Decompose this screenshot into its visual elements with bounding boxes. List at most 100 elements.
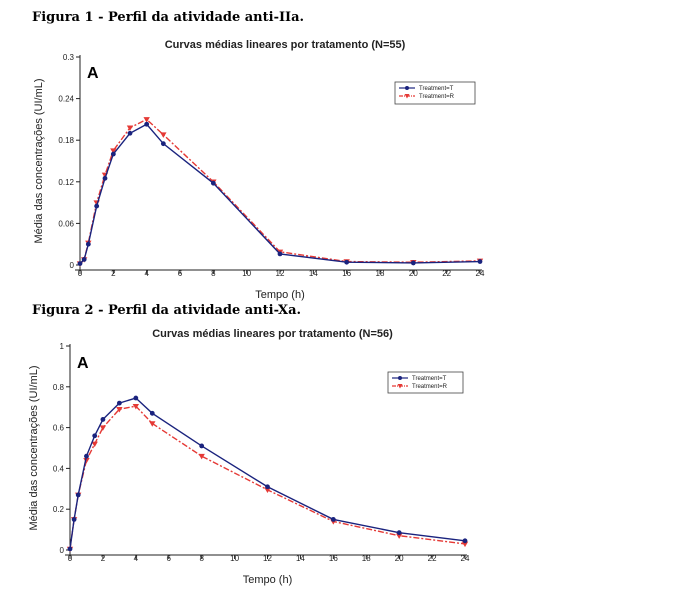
data-point-t [67,546,73,552]
chart-anti-iia: Curvas médias lineares por tratamento (N… [33,39,485,301]
panel-letter: A [77,355,89,372]
legend-box [387,371,464,394]
series-line-r [79,118,481,265]
x-tick-label: 14 [296,554,305,563]
legend-marker [397,384,403,389]
data-point-r [143,117,150,123]
data-point-t [81,257,87,262]
y-tick-label: 0.2 [53,505,65,514]
x-tick-label: 10 [230,554,239,563]
data-point-t [85,241,91,247]
legend-label: Treatment=T [412,376,447,382]
y-tick-label: 0.06 [58,219,74,228]
x-tick-label: 18 [376,269,385,278]
data-point-t [396,530,402,536]
data-point-r [91,441,98,448]
x-tick-label: 8 [211,269,216,278]
x-tick-label: 2 [101,554,106,563]
y-tick-label: 0.3 [63,53,75,62]
data-point-t [199,443,205,449]
data-point-r [160,132,167,138]
x-tick-label: 12 [263,554,272,563]
data-point-t [210,180,216,186]
y-tick-label: 0.6 [53,424,65,433]
y-axis-label: Média das concentrações (UI/mL) [28,365,40,530]
x-tick-label: 20 [395,554,404,563]
data-point-t [265,484,270,490]
x-tick-label: 24 [476,269,485,278]
x-tick-label: 16 [329,554,338,563]
data-point-t [100,417,106,422]
x-tick-label: 8 [199,554,204,563]
y-tick-label: 1 [60,342,65,351]
chart-title: Curvas médias lineares por tratamento (N… [165,39,406,51]
figure-2-caption: Figura 2 - Perfil da atividade anti-Xa. [32,303,302,318]
data-point-t [127,130,133,136]
y-axis-label: Média das concentrações (UI/mL) [33,78,45,243]
chart-anti-xa: Curvas médias lineares por tratamento (N… [28,328,470,586]
legend-label: Treatment=R [412,384,448,390]
data-point-t [149,410,155,416]
x-tick-label: 24 [461,554,470,563]
data-point-t [344,259,350,265]
data-point-r [149,421,156,427]
data-point-t [77,261,83,267]
x-tick-label: 16 [342,269,351,278]
y-tick-label: 0.12 [58,178,74,187]
x-tick-label: 18 [362,554,371,563]
data-point-r [132,403,140,410]
data-point-t [462,538,468,544]
x-tick-label: 20 [409,269,418,278]
data-point-r [83,458,90,464]
series-line-r [69,405,466,550]
x-axis-label: Tempo (h) [243,574,293,586]
data-point-r [264,487,271,494]
data-point-t [277,251,283,257]
data-point-t [116,400,122,406]
data-point-t [102,175,108,181]
data-point-t [84,453,89,459]
data-point-r [395,533,403,539]
y-tick-label: 0.18 [58,136,74,145]
data-point-t [94,203,100,209]
x-tick-label: 6 [167,554,172,563]
series-line-t [79,123,481,265]
x-tick-label: 0 [78,269,83,278]
data-point-t [110,151,116,157]
data-point-r [110,148,117,154]
legend-marker [398,376,402,380]
x-tick-label: 10 [242,269,251,278]
x-tick-label: 2 [111,269,116,278]
data-point-t [410,260,416,266]
x-tick-label: 0 [68,554,73,563]
legend-label: Treatment=R [419,94,455,100]
data-point-r [461,541,469,548]
x-tick-label: 4 [134,554,139,563]
x-tick-label: 6 [178,269,183,278]
x-tick-label: 12 [276,269,285,278]
data-point-r [99,425,107,431]
data-point-t [133,395,139,401]
data-point-t [330,517,336,522]
series-line-t [69,397,466,550]
x-tick-label: 14 [309,269,318,278]
legend-marker [405,86,409,90]
figure-1-caption: Figura 1 - Perfil da atividade anti-IIa. [32,10,305,25]
data-point-t [75,492,81,498]
x-tick-label: 22 [442,269,451,278]
x-tick-label: 4 [144,269,149,278]
chart-title: Curvas médias lineares por tratamento (N… [152,328,393,340]
y-tick-label: 0 [60,546,65,555]
y-tick-label: 0.24 [58,95,74,104]
data-point-t [92,433,98,439]
data-point-r [126,125,134,131]
panel-letter: A [87,65,99,82]
legend-label: Treatment=T [419,86,454,92]
y-tick-label: 0.8 [53,383,65,392]
data-point-r [198,453,205,460]
data-point-t [144,121,150,127]
x-axis-label: Tempo (h) [255,289,305,301]
x-tick-label: 22 [428,554,437,563]
y-tick-label: 0.4 [53,464,65,473]
data-point-t [477,259,483,264]
